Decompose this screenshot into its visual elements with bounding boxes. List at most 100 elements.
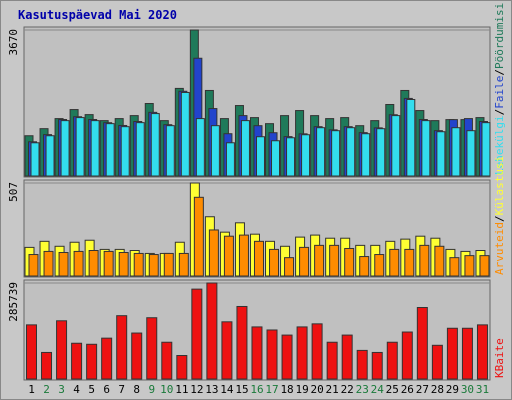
x-tick-label: 15: [235, 383, 248, 396]
bar: [71, 342, 83, 380]
bar: [346, 127, 356, 177]
bar: [449, 257, 460, 277]
bar: [401, 331, 413, 380]
bar: [286, 137, 296, 177]
x-tick-label: 7: [118, 383, 125, 396]
bar: [75, 117, 85, 177]
bar: [86, 343, 98, 380]
bar: [314, 244, 325, 277]
x-tick-label: 12: [190, 383, 203, 396]
bar: [206, 282, 218, 380]
bar: [271, 140, 281, 177]
bar: [406, 98, 416, 177]
bar: [299, 246, 310, 277]
bar: [446, 327, 458, 380]
bar: [30, 142, 40, 177]
bar: [416, 307, 428, 380]
legend-entry: KBaite: [493, 338, 506, 378]
bar: [195, 118, 205, 177]
x-tick-label: 22: [341, 383, 354, 396]
y-tick-label: 3670: [7, 29, 20, 56]
x-tick-label: 13: [205, 383, 218, 396]
bar: [269, 248, 280, 277]
bar: [341, 334, 353, 380]
x-tick-label: 6: [103, 383, 110, 396]
bar: [359, 256, 370, 277]
bar: [326, 341, 338, 380]
x-tick-label: 18: [280, 383, 293, 396]
legend-entry: Lehekülgi: [493, 115, 506, 175]
bar: [476, 324, 488, 380]
legend-separator: /: [493, 69, 506, 76]
legend: Arvuteid/Külastusi: [493, 156, 506, 275]
bar: [163, 252, 174, 277]
bar: [45, 135, 55, 177]
legend: KBaite: [493, 338, 506, 378]
legend-entry: Faile: [493, 76, 506, 109]
bar: [43, 250, 54, 277]
bar: [255, 136, 265, 177]
x-tick-label: 17: [265, 383, 278, 396]
bar: [88, 250, 99, 277]
bar: [316, 127, 326, 177]
bar: [391, 115, 401, 177]
x-tick-label: 10: [160, 383, 173, 396]
bar: [178, 252, 189, 277]
x-tick-label: 9: [148, 383, 155, 396]
bar: [60, 120, 70, 177]
bar: [191, 288, 203, 380]
bar: [118, 252, 129, 277]
bar: [251, 326, 263, 380]
x-tick-label: 20: [311, 383, 324, 396]
bar: [26, 324, 37, 380]
legend-separator: /: [493, 215, 506, 222]
bar: [133, 252, 144, 277]
x-tick-label: 28: [431, 383, 444, 396]
x-tick-label: 8: [133, 383, 140, 396]
bar: [135, 122, 145, 177]
bar: [386, 341, 398, 380]
bar: [481, 122, 491, 177]
bar: [356, 349, 368, 380]
bar: [311, 323, 323, 380]
bar: [431, 344, 443, 380]
bar: [479, 255, 490, 277]
bar: [73, 250, 84, 277]
x-tick-label: 14: [220, 383, 234, 396]
bar: [464, 255, 475, 277]
bar: [41, 351, 53, 380]
legend: Lehekülgi/Faile/Pöördumisi: [493, 3, 506, 175]
bar: [148, 254, 159, 277]
bar: [58, 252, 69, 277]
legend-entry: Külastusi: [493, 156, 506, 216]
bar: [284, 257, 295, 277]
x-tick-label: 30: [461, 383, 474, 396]
x-tick-label: 11: [175, 383, 188, 396]
x-tick-label: 19: [295, 383, 308, 396]
bar: [28, 254, 39, 277]
y-tick-label: 507: [7, 182, 20, 202]
bar: [266, 329, 278, 380]
x-tick-label: 1: [28, 383, 35, 396]
x-tick-label: 2: [43, 383, 50, 396]
bar: [371, 351, 383, 380]
bar: [344, 247, 355, 277]
bar: [105, 123, 115, 177]
x-tick-label: 4: [73, 383, 80, 396]
x-tick-label: 31: [476, 383, 489, 396]
bar: [281, 334, 293, 380]
bar: [461, 327, 473, 380]
bar: [116, 315, 128, 380]
bar: [296, 326, 308, 380]
bar: [208, 229, 219, 277]
bar: [466, 130, 476, 177]
bar: [56, 320, 68, 380]
bar: [221, 321, 233, 380]
bar: [451, 127, 461, 177]
bar: [131, 332, 143, 380]
bar: [419, 244, 430, 277]
bar: [146, 317, 158, 380]
bar: [238, 234, 249, 277]
bar: [210, 125, 220, 177]
bar: [253, 240, 264, 277]
